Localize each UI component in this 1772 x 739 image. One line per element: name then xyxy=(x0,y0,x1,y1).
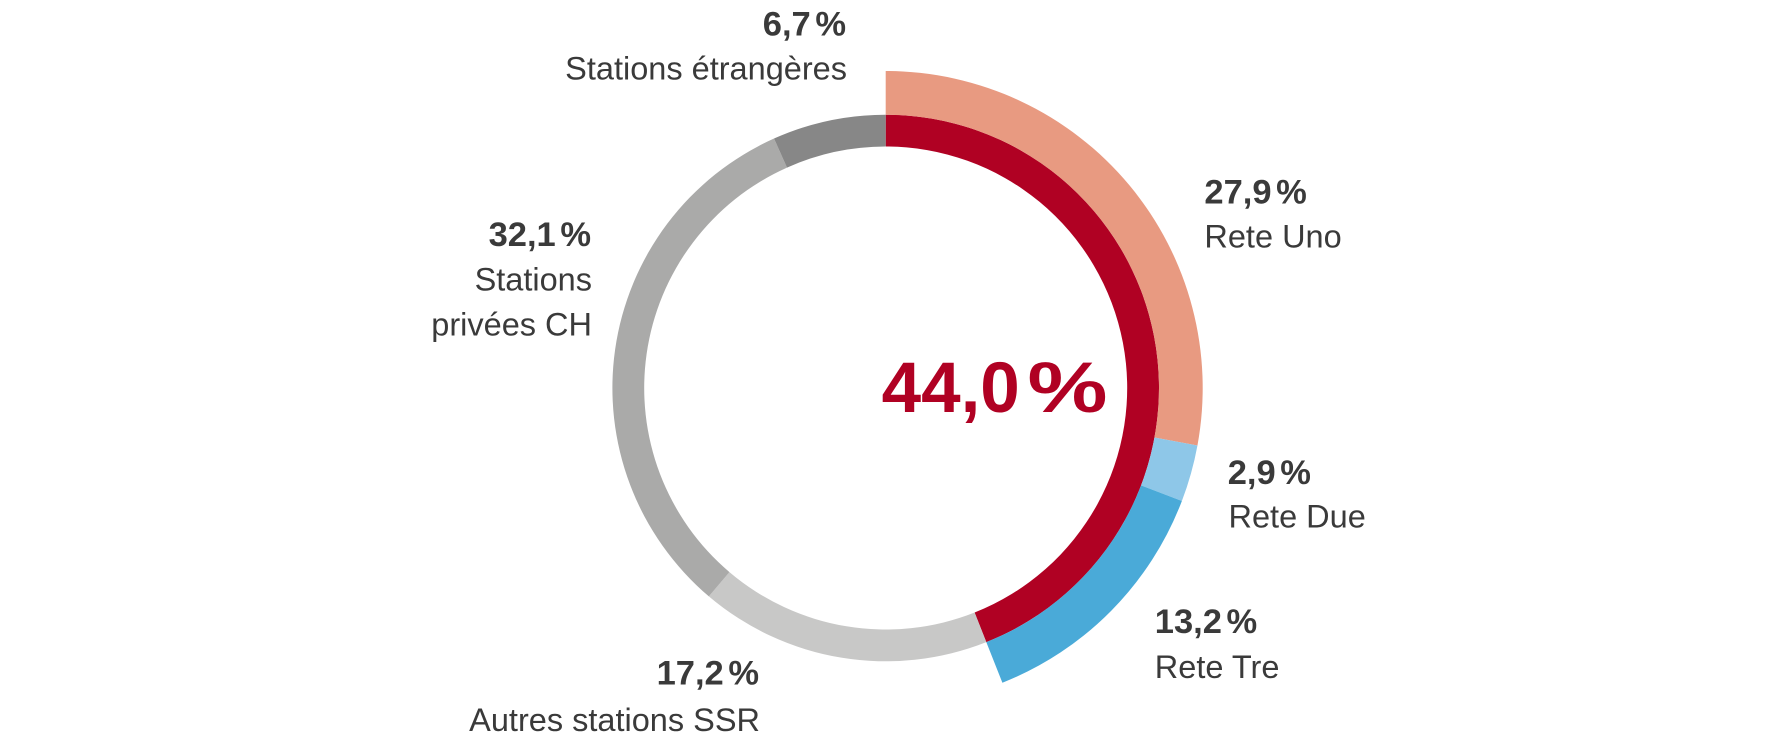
svg-text:Rete Tre: Rete Tre xyxy=(1155,649,1280,685)
svg-text:privées CH: privées CH xyxy=(431,306,592,342)
svg-text:Rete Uno: Rete Uno xyxy=(1204,219,1341,255)
svg-text:Autres stations SSR: Autres stations SSR xyxy=(469,702,760,738)
svg-text:2,9 %: 2,9 % xyxy=(1228,454,1311,492)
svg-text:6,7 %: 6,7 % xyxy=(763,6,846,44)
svg-text:Stations étrangères: Stations étrangères xyxy=(565,51,847,87)
svg-text:17,2 %: 17,2 % xyxy=(657,654,759,692)
svg-text:44,0 %: 44,0 % xyxy=(882,349,1108,428)
svg-text:13,2 %: 13,2 % xyxy=(1155,603,1257,641)
svg-text:Rete Due: Rete Due xyxy=(1229,499,1366,535)
svg-text:32,1 %: 32,1 % xyxy=(489,216,591,254)
svg-text:Stations: Stations xyxy=(475,261,592,297)
svg-text:27,9 %: 27,9 % xyxy=(1204,173,1306,211)
